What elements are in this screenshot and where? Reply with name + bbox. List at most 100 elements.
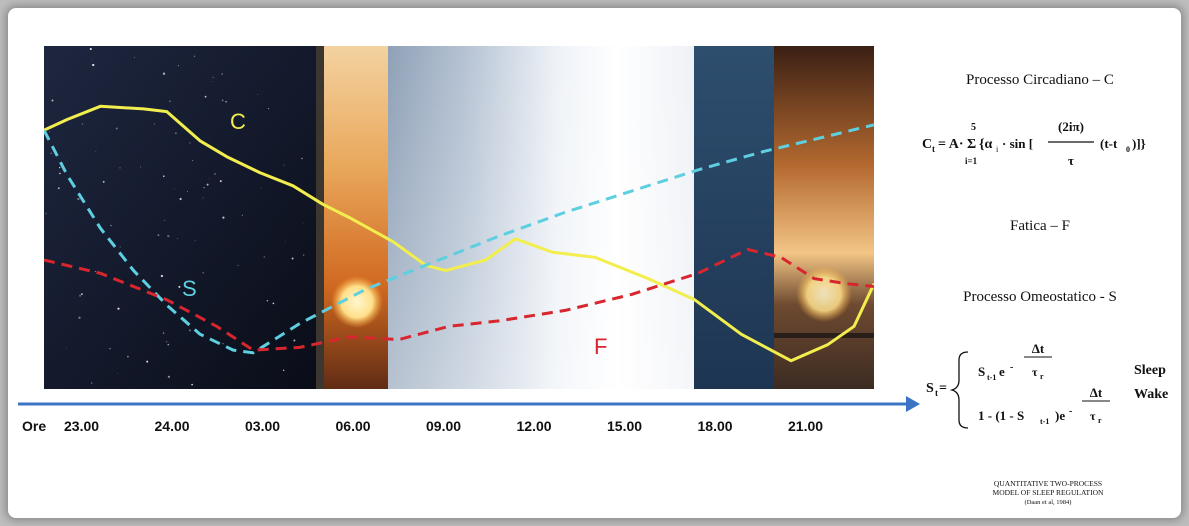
bg-dark-gap [316, 46, 324, 391]
star [260, 187, 262, 189]
timeline-chart: C S F [44, 46, 874, 391]
fatigue-title: Fatica – F [1010, 218, 1070, 234]
sun-setting [796, 266, 852, 322]
star [202, 197, 204, 199]
svg-text:0: 0 [1126, 145, 1130, 154]
circadian-title: Processo Circadiano – C [966, 72, 1114, 88]
star [283, 164, 285, 166]
svg-text:e: e [999, 364, 1005, 379]
svg-text:{α: {α [979, 137, 993, 152]
svg-text:Δt: Δt [1032, 341, 1045, 356]
series-s-line [44, 123, 874, 355]
star [263, 256, 266, 258]
star [178, 285, 181, 288]
axis-prefix-ore: Ore [22, 418, 46, 434]
bg-night [44, 46, 316, 391]
star [117, 307, 120, 310]
star [77, 197, 80, 201]
svg-text:r: r [1040, 372, 1044, 381]
star [293, 339, 296, 342]
star [57, 187, 60, 190]
star [134, 57, 135, 58]
star [127, 355, 129, 358]
star [94, 271, 96, 273]
star [214, 173, 216, 175]
svg-text:r: r [1098, 416, 1102, 425]
star [177, 238, 178, 240]
star [191, 383, 193, 386]
star [209, 178, 210, 179]
star [202, 271, 204, 274]
star [167, 343, 170, 346]
star [163, 175, 165, 177]
bg-sunrise [324, 46, 388, 391]
star [291, 257, 294, 260]
tick-label: 23.00 [64, 418, 99, 434]
star [222, 216, 225, 219]
star [164, 219, 166, 221]
star [51, 99, 54, 102]
svg-text:τ: τ [1068, 153, 1074, 168]
star [115, 127, 118, 130]
star [257, 94, 259, 95]
time-axis-arrowhead [906, 396, 920, 412]
star [187, 190, 188, 192]
svg-text:τ: τ [1090, 409, 1096, 423]
star [165, 341, 168, 343]
svg-text:t-1: t-1 [1040, 417, 1049, 426]
svg-text:Δt: Δt [1090, 385, 1103, 400]
star [95, 151, 97, 152]
star [49, 130, 51, 132]
svg-text:Σ: Σ [967, 137, 976, 152]
svg-text:1 - (1 - S: 1 - (1 - S [978, 408, 1024, 423]
star [78, 316, 81, 319]
star [110, 224, 112, 227]
svg-text:(t-t: (t-t [1100, 136, 1118, 151]
star [167, 234, 170, 238]
tick-label: 09.00 [426, 418, 461, 434]
series-label-s: S [182, 276, 197, 301]
star [91, 382, 93, 384]
star [92, 63, 95, 67]
star [119, 167, 121, 169]
star [45, 212, 47, 215]
star [203, 187, 205, 189]
star [266, 299, 269, 302]
svg-text:-: - [1069, 406, 1072, 417]
star [153, 123, 156, 125]
svg-text:)]}: )]} [1132, 136, 1146, 151]
star [81, 293, 83, 295]
star [192, 159, 194, 161]
svg-text:= A·: = A· [938, 137, 963, 152]
star [212, 76, 214, 79]
star [79, 294, 82, 297]
svg-text:=: = [939, 381, 947, 396]
sun-rising [331, 276, 383, 328]
star [175, 132, 177, 134]
star [272, 302, 275, 305]
star [204, 95, 207, 98]
tick-label: 12.00 [517, 418, 552, 434]
star [90, 60, 92, 62]
star [50, 152, 53, 155]
series-layer [44, 104, 874, 363]
svg-text:(2iπ): (2iπ) [1058, 119, 1084, 134]
star [188, 329, 191, 332]
star [81, 123, 84, 125]
stars [45, 47, 305, 386]
svg-text:τ: τ [1032, 365, 1038, 379]
star [59, 172, 61, 175]
star [219, 180, 222, 183]
tick-label: 18.00 [698, 418, 733, 434]
star [285, 240, 286, 242]
tick-labels: Ore 23.00 24.00 03.00 06.00 09.00 12.00 15.00 1… [22, 418, 823, 434]
star [162, 72, 166, 75]
circadian-formula: C t = A· 5 Σ i=1 {α i · sin [ (2iπ) τ (t… [922, 119, 1146, 168]
bg-fog-light [388, 46, 694, 391]
homeostatic-title: Processo Omeostatico - S [963, 289, 1117, 305]
star [173, 188, 175, 190]
svg-text:)e: )e [1055, 408, 1065, 423]
star [167, 375, 170, 378]
svg-text:MODEL OF SLEEP REGULATION: MODEL OF SLEEP REGULATION [993, 488, 1104, 497]
star [89, 47, 92, 51]
